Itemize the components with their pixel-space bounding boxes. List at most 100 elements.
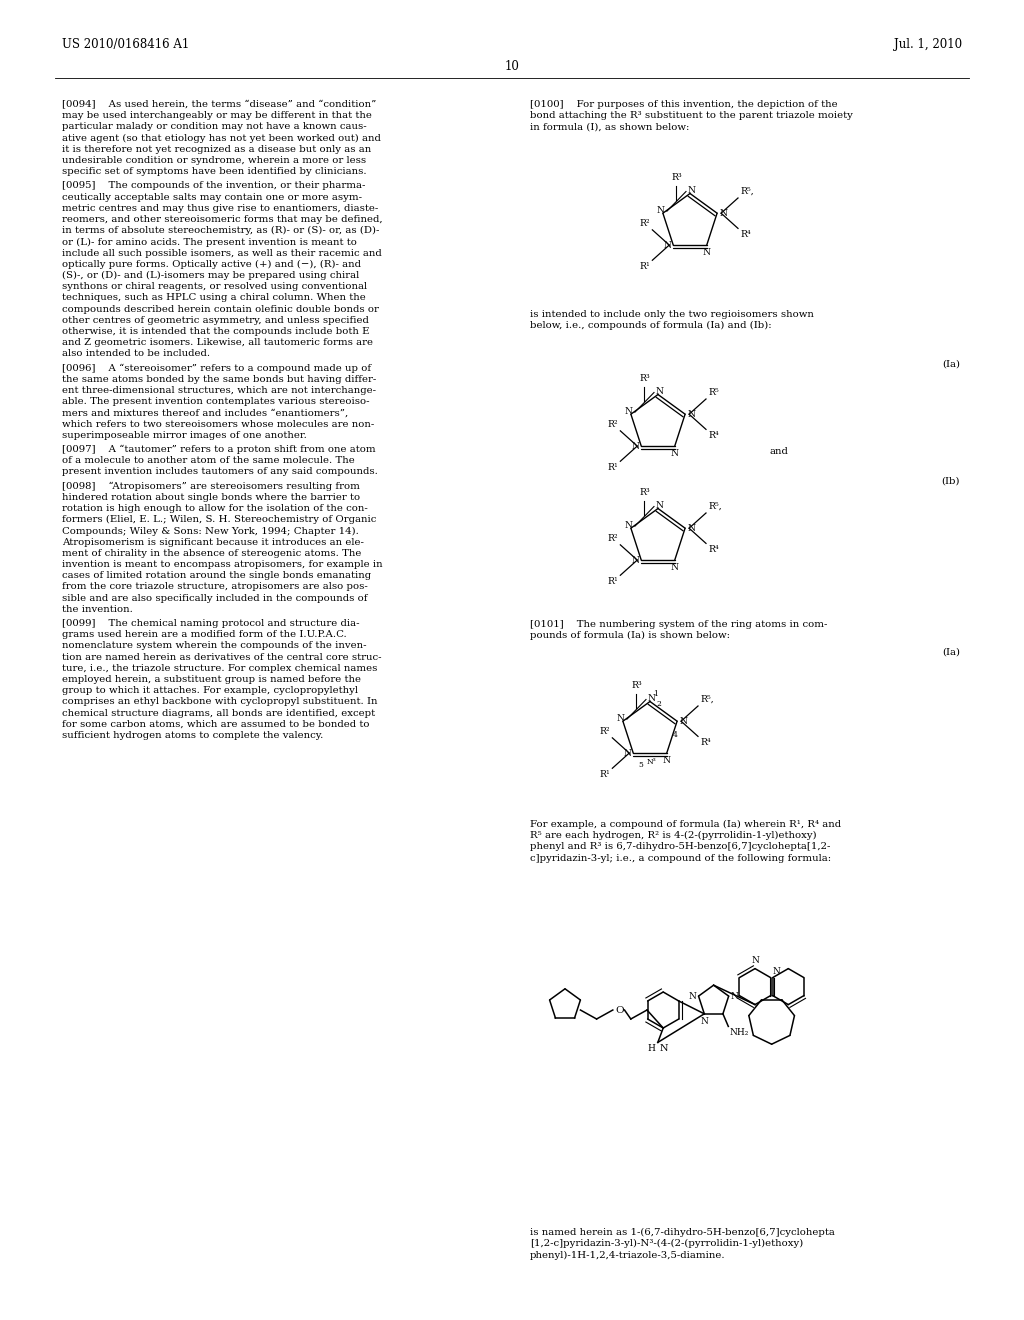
Text: [1,2-c]pyridazin-3-yl)-N³-(4-(2-(pyrrolidin-1-yl)ethoxy): [1,2-c]pyridazin-3-yl)-N³-(4-(2-(pyrroli… [530,1239,803,1249]
Text: N: N [772,966,780,975]
Text: rotation is high enough to allow for the isolation of the con-: rotation is high enough to allow for the… [62,504,368,513]
Text: N: N [648,694,656,704]
Text: ceutically acceptable salts may contain one or more asym-: ceutically acceptable salts may contain … [62,193,362,202]
Text: able. The present invention contemplates various stereoiso-: able. The present invention contemplates… [62,397,370,407]
Text: sufficient hydrogen atoms to complete the valency.: sufficient hydrogen atoms to complete th… [62,731,324,741]
Text: R⁵ are each hydrogen, R² is 4-(2-(pyrrolidin-1-yl)ethoxy): R⁵ are each hydrogen, R² is 4-(2-(pyrrol… [530,832,816,841]
Text: [0101]    The numbering system of the ring atoms in com-: [0101] The numbering system of the ring … [530,620,827,630]
Text: phenyl and R³ is 6,7-dihydro-5H-benzo[6,7]cyclohepta[1,2-: phenyl and R³ is 6,7-dihydro-5H-benzo[6,… [530,842,830,851]
Text: R²: R² [607,420,618,429]
Text: R²: R² [607,533,618,543]
Text: N³: N³ [647,758,656,766]
Text: R¹: R¹ [600,771,610,779]
Text: invention is meant to encompass atropisomers, for example in: invention is meant to encompass atropiso… [62,560,383,569]
Text: pounds of formula (Ia) is shown below:: pounds of formula (Ia) is shown below: [530,631,730,640]
Text: employed herein, a substituent group is named before the: employed herein, a substituent group is … [62,675,361,684]
Text: R⁴: R⁴ [740,231,751,239]
Text: R²: R² [640,219,650,228]
Text: is named herein as 1-(6,7-dihydro-5H-benzo[6,7]cyclohepta: is named herein as 1-(6,7-dihydro-5H-ben… [530,1228,835,1237]
Text: N: N [679,717,687,726]
Text: R³: R³ [631,681,642,690]
Text: R⁴: R⁴ [708,432,719,441]
Text: otherwise, it is intended that the compounds include both E: otherwise, it is intended that the compo… [62,327,370,337]
Text: R³: R³ [671,173,682,182]
Text: N: N [664,240,672,249]
Text: R¹: R¹ [607,463,618,473]
Text: nomenclature system wherein the compounds of the inven-: nomenclature system wherein the compound… [62,642,367,651]
Text: it is therefore not yet recognized as a disease but only as an: it is therefore not yet recognized as a … [62,145,372,154]
Text: R⁵: R⁵ [708,388,719,397]
Text: N: N [656,206,665,215]
Text: the same atoms bonded by the same bonds but having differ-: the same atoms bonded by the same bonds … [62,375,376,384]
Text: N: N [659,1044,669,1053]
Text: sible and are also specifically included in the compounds of: sible and are also specifically included… [62,594,368,603]
Text: N: N [624,748,631,758]
Text: N: N [700,1016,709,1026]
Text: O: O [615,1006,625,1015]
Text: grams used herein are a modified form of the I.U.P.A.C.: grams used herein are a modified form of… [62,630,347,639]
Text: 1: 1 [653,689,657,697]
Text: the invention.: the invention. [62,605,133,614]
Text: 5: 5 [638,762,643,770]
Text: R⁵,: R⁵, [740,187,754,195]
Text: or (L)- for amino acids. The present invention is meant to: or (L)- for amino acids. The present inv… [62,238,357,247]
Text: [0094]    As used herein, the terms “disease” and “condition”: [0094] As used herein, the terms “diseas… [62,100,377,110]
Text: cases of limited rotation around the single bonds emanating: cases of limited rotation around the sin… [62,572,371,581]
Text: H: H [648,1044,655,1053]
Text: specific set of symptoms have been identified by clinicians.: specific set of symptoms have been ident… [62,168,367,176]
Text: ment of chirality in the absence of stereogenic atoms. The: ment of chirality in the absence of ster… [62,549,361,558]
Text: [0095]    The compounds of the invention, or their pharma-: [0095] The compounds of the invention, o… [62,181,366,190]
Text: NH₂: NH₂ [729,1028,749,1038]
Text: may be used interchangeably or may be different in that the: may be used interchangeably or may be di… [62,111,372,120]
Text: also intended to be included.: also intended to be included. [62,350,210,359]
Text: [0099]    The chemical naming protocol and structure dia-: [0099] The chemical naming protocol and … [62,619,359,628]
Text: undesirable condition or syndrome, wherein a more or less: undesirable condition or syndrome, where… [62,156,367,165]
Text: N: N [751,956,759,965]
Text: superimposeable mirror images of one another.: superimposeable mirror images of one ano… [62,430,307,440]
Text: R³: R³ [639,375,650,383]
Text: tion are named herein as derivatives of the central core struc-: tion are named herein as derivatives of … [62,652,382,661]
Text: Jul. 1, 2010: Jul. 1, 2010 [894,38,962,51]
Text: in formula (I), as shown below:: in formula (I), as shown below: [530,123,689,132]
Text: 10: 10 [505,59,519,73]
Text: formers (Eliel, E. L.; Wilen, S. H. Stereochemistry of Organic: formers (Eliel, E. L.; Wilen, S. H. Ster… [62,515,377,524]
Text: N: N [671,564,679,572]
Text: phenyl)-1H-1,2,4-triazole-3,5-diamine.: phenyl)-1H-1,2,4-triazole-3,5-diamine. [530,1250,726,1259]
Text: below, i.e., compounds of formula (Ia) and (Ib):: below, i.e., compounds of formula (Ia) a… [530,321,772,330]
Text: R⁴: R⁴ [700,738,711,747]
Text: N: N [631,442,639,450]
Text: [0100]    For purposes of this invention, the depiction of the: [0100] For purposes of this invention, t… [530,100,838,110]
Text: techniques, such as HPLC using a chiral column. When the: techniques, such as HPLC using a chiral … [62,293,366,302]
Text: R⁵,: R⁵, [708,502,722,511]
Text: ture, i.e., the triazole structure. For complex chemical names: ture, i.e., the triazole structure. For … [62,664,378,673]
Text: N: N [731,991,738,1001]
Text: optically pure forms. Optically active (+) and (−), (R)- and: optically pure forms. Optically active (… [62,260,361,269]
Text: chemical structure diagrams, all bonds are identified, except: chemical structure diagrams, all bonds a… [62,709,375,718]
Text: N: N [656,387,665,396]
Text: present invention includes tautomers of any said compounds.: present invention includes tautomers of … [62,467,378,477]
Text: Compounds; Wiley & Sons: New York, 1994; Chapter 14).: Compounds; Wiley & Sons: New York, 1994;… [62,527,358,536]
Text: include all such possible isomers, as well as their racemic and: include all such possible isomers, as we… [62,248,382,257]
Text: of a molecule to another atom of the same molecule. The: of a molecule to another atom of the sam… [62,457,354,465]
Text: R⁵,: R⁵, [700,696,714,704]
Text: N: N [625,520,633,529]
Text: particular malady or condition may not have a known caus-: particular malady or condition may not h… [62,123,367,132]
Text: and: and [770,447,788,455]
Text: N: N [689,991,696,1001]
Text: which refers to two stereoisomers whose molecules are non-: which refers to two stereoisomers whose … [62,420,374,429]
Text: N: N [702,248,711,257]
Text: N: N [688,186,696,195]
Text: (Ia): (Ia) [942,648,961,657]
Text: for some carbon atoms, which are assumed to be bonded to: for some carbon atoms, which are assumed… [62,719,370,729]
Text: R¹: R¹ [640,263,650,271]
Text: US 2010/0168416 A1: US 2010/0168416 A1 [62,38,189,51]
Text: bond attaching the R³ substituent to the parent triazole moiety: bond attaching the R³ substituent to the… [530,111,853,120]
Text: group to which it attaches. For example, cyclopropylethyl: group to which it attaches. For example,… [62,686,358,696]
Text: N: N [687,524,695,533]
Text: is intended to include only the two regioisomers shown: is intended to include only the two regi… [530,310,814,319]
Text: (S)-, or (D)- and (L)-isomers may be prepared using chiral: (S)-, or (D)- and (L)-isomers may be pre… [62,271,359,280]
Text: synthons or chiral reagents, or resolved using conventional: synthons or chiral reagents, or resolved… [62,282,368,292]
Text: R²: R² [600,727,610,735]
Text: [0097]    A “tautomer” refers to a proton shift from one atom: [0097] A “tautomer” refers to a proton s… [62,445,376,454]
Text: 2: 2 [656,700,660,708]
